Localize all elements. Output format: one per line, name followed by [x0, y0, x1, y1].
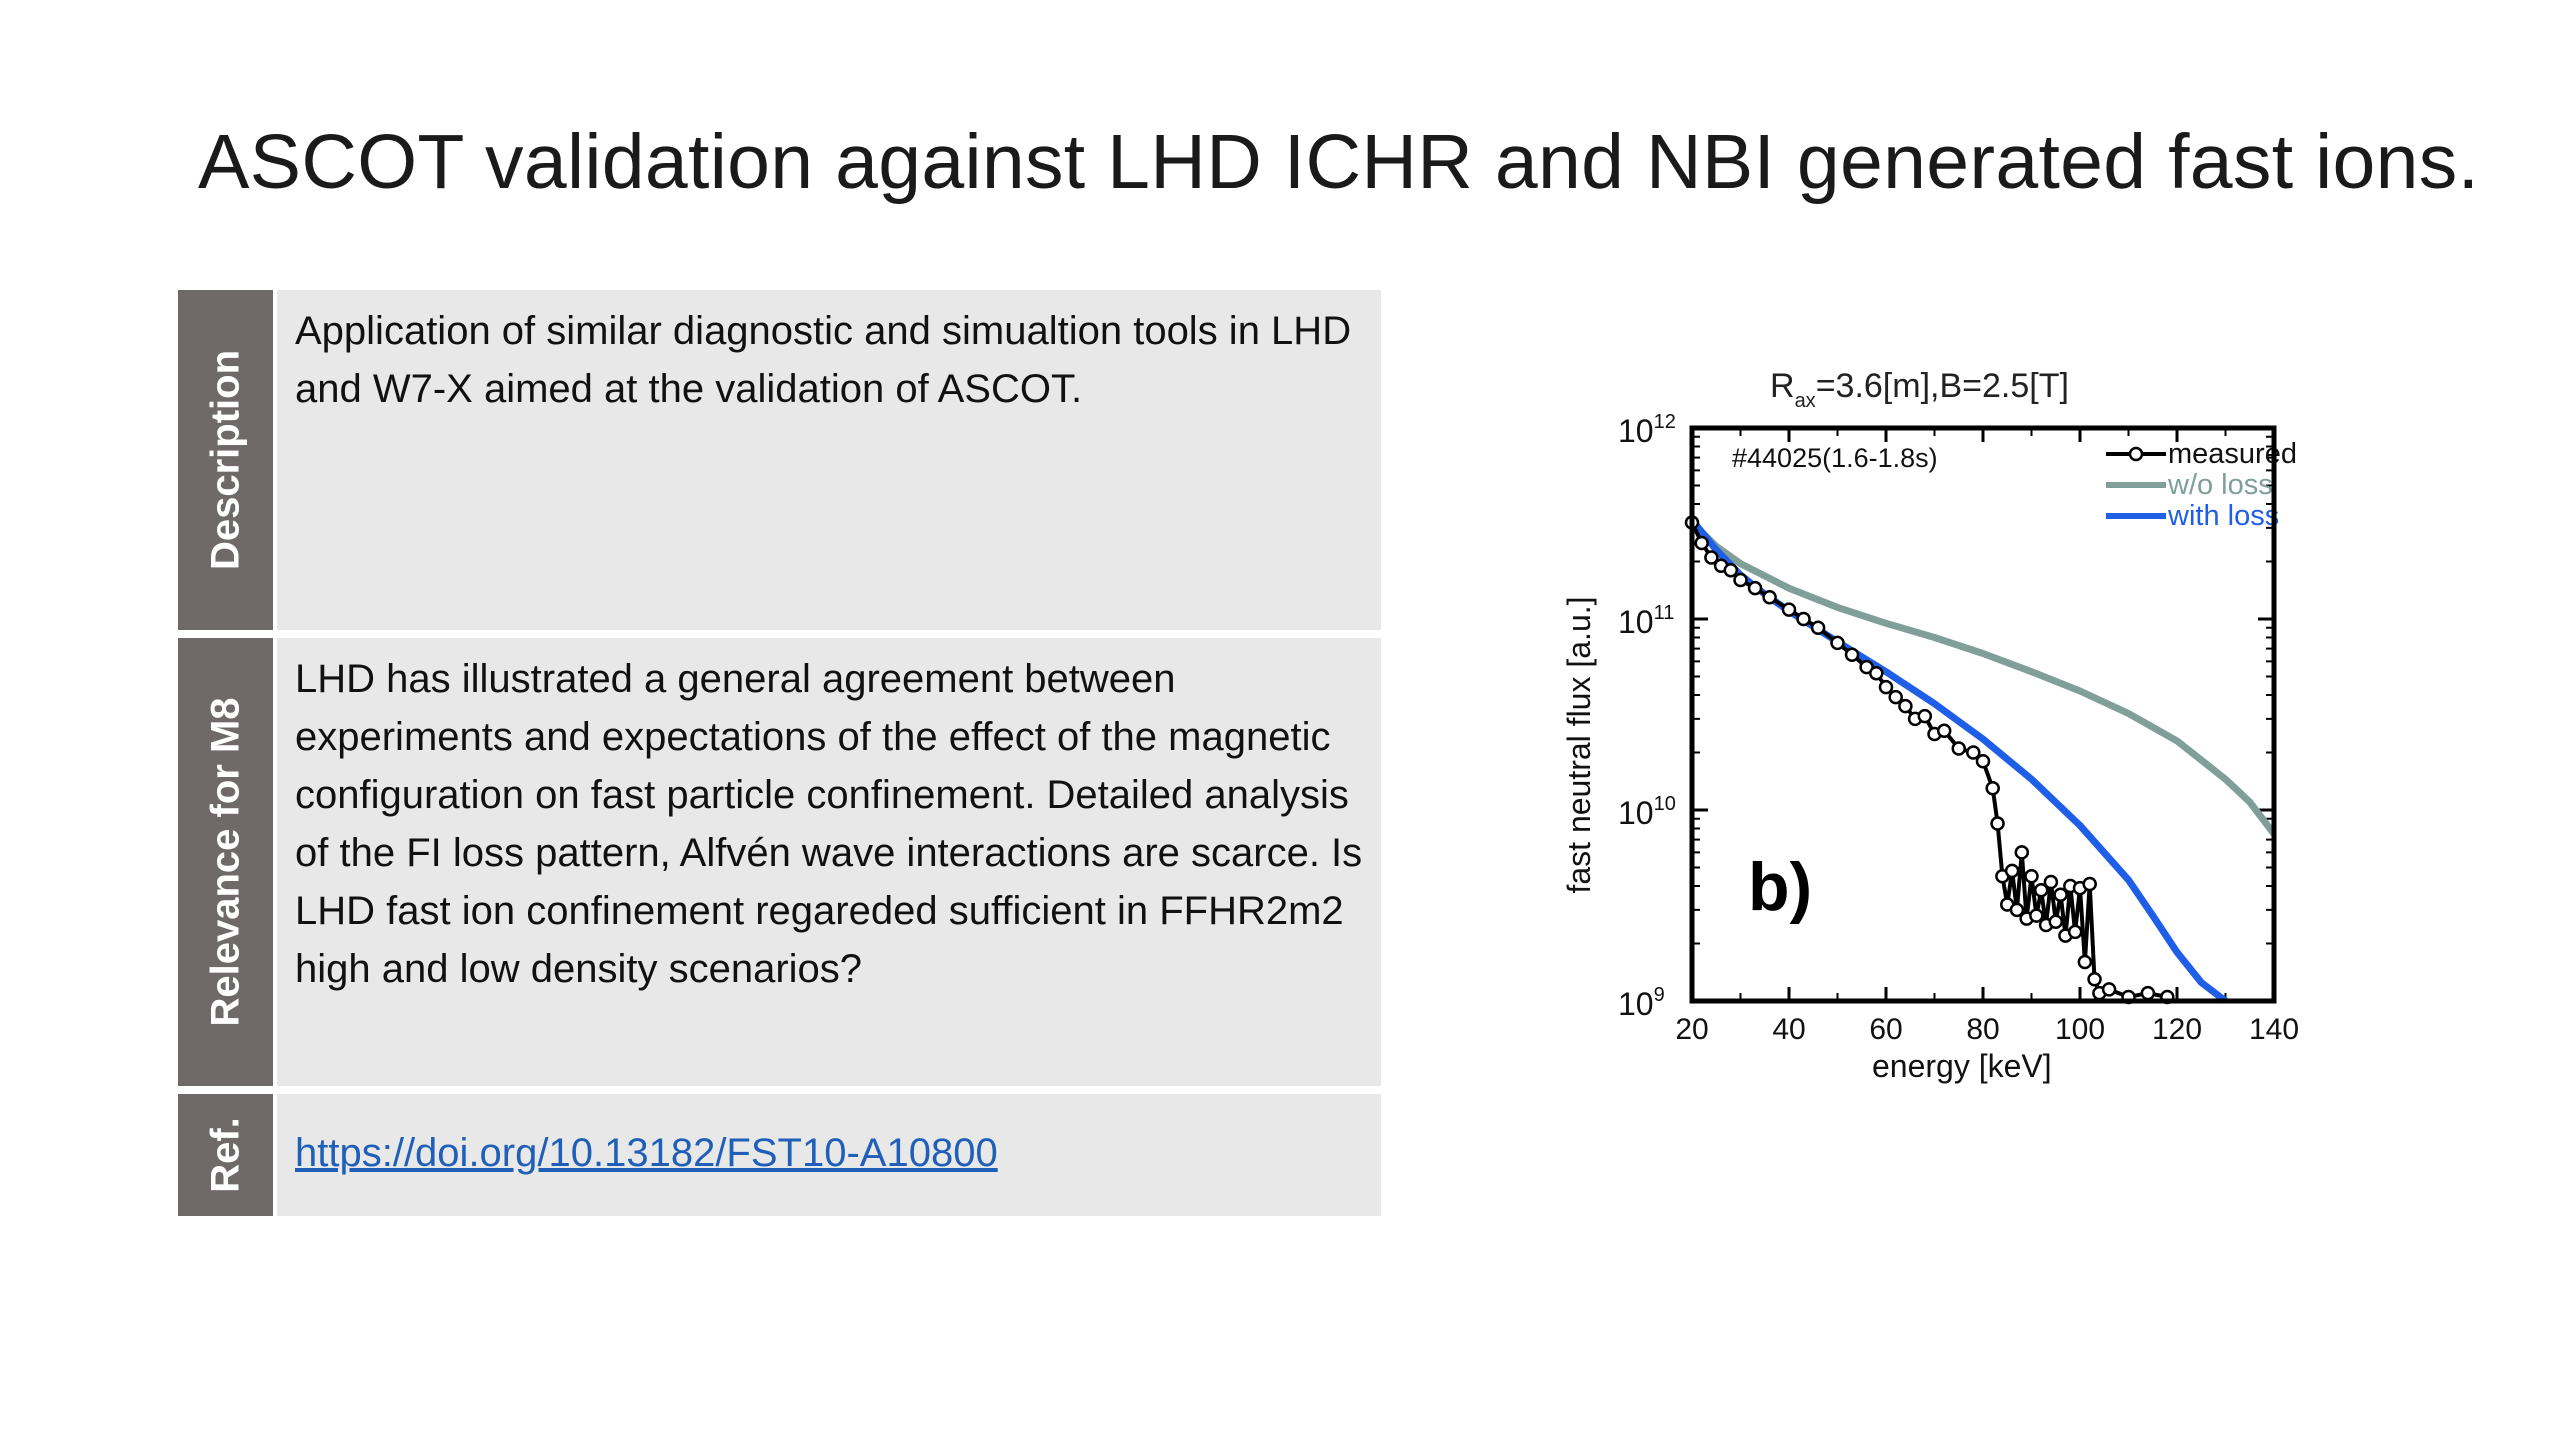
y-tick-label: 1012	[1618, 411, 1676, 449]
row-label-cell: Ref.	[178, 1094, 273, 1216]
legend-marker	[2128, 446, 2144, 462]
row-body-cell: Application of similar diagnostic and si…	[277, 290, 1381, 630]
legend-label: with loss	[2167, 500, 2279, 532]
series-line-measured	[1690, 521, 2168, 999]
measured-point	[1781, 602, 1797, 617]
slide-title: ASCOT validation against LHD ICHR and NB…	[198, 119, 2480, 205]
measured-point	[1747, 580, 1763, 596]
measured-point	[1810, 620, 1826, 635]
row-label-relevance: Relevance for M8	[203, 697, 247, 1027]
measured-point	[1990, 816, 2005, 831]
measured-point	[1917, 708, 1933, 724]
measured-point	[1796, 611, 1811, 627]
x-tick-label: 100	[2055, 1013, 2105, 1046]
plot-frame	[1689, 425, 2277, 1004]
measured-point	[1898, 698, 1913, 714]
measured-point	[1985, 780, 2000, 796]
measured-point	[2082, 876, 2097, 892]
measured-point	[1975, 753, 1991, 769]
chart-title: Rax=3.6[m],B=2.5[T]	[1770, 367, 2069, 412]
measured-point	[2048, 914, 2063, 929]
row-label-cell: Relevance for M8	[178, 638, 273, 1086]
row-relevance: Relevance for M8 LHD has illustrated a g…	[178, 638, 1381, 1086]
measured-point	[2009, 902, 2025, 918]
measured-point	[2014, 845, 2030, 860]
measured-point	[2140, 985, 2156, 1001]
measured-point	[1694, 535, 1709, 551]
row-description: Description Application of similar diagn…	[178, 290, 1381, 630]
measured-point	[2087, 971, 2102, 987]
row-body-cell: https://doi.org/10.13182/FST10-A10800	[277, 1094, 1381, 1216]
measured-point	[1762, 589, 1777, 605]
chart-container: 20 40 60 80 100 120 140 1012 1011 1010 109 Rax=3.6…	[1540, 345, 2340, 1105]
x-tick-label: 40	[1772, 1013, 1805, 1046]
measured-point	[2053, 887, 2068, 902]
measured-point	[2043, 874, 2059, 890]
description-text: Application of similar diagnostic and si…	[295, 309, 1352, 411]
y-axis-label: fast neutral flux [a.u.]	[1561, 596, 1597, 893]
panel-label: b)	[1748, 849, 1812, 925]
measured-point	[2101, 982, 2117, 997]
measured-point	[1869, 665, 1884, 681]
x-tick-label: 60	[1869, 1013, 1902, 1046]
measured-point	[1704, 550, 1719, 565]
x-axis-label: energy [keV]	[1872, 1048, 2052, 1084]
measured-point	[1723, 562, 1739, 578]
row-label-ref: Ref.	[203, 1117, 247, 1193]
row-label-description: Description	[203, 349, 247, 571]
measured-point	[1830, 635, 1845, 651]
x-tick-label: 120	[2152, 1013, 2202, 1046]
y-tick-label: 109	[1618, 984, 1665, 1022]
series-line-w-o-loss	[1689, 520, 2277, 837]
measured-point	[1888, 689, 1903, 705]
measured-point	[2029, 908, 2044, 923]
row-ref: Ref. https://doi.org/10.13182/FST10-A108…	[178, 1094, 1381, 1216]
legend-label: measured	[2168, 438, 2297, 470]
measured-point	[2004, 863, 2020, 879]
y-tick-label: 1011	[1618, 602, 1674, 640]
measured-point	[2077, 954, 2093, 970]
x-tick-label: 140	[2249, 1013, 2299, 1046]
x-tick-label: 80	[1966, 1013, 1999, 1046]
measured-point	[1733, 572, 1748, 588]
chart-annotation: #44025(1.6-1.8s)	[1732, 443, 1938, 473]
measured-point	[1844, 647, 1860, 662]
ref-text: https://doi.org/10.13182/FST10-A10800	[295, 1124, 1365, 1182]
relevance-text: LHD has illustrated a general agreement …	[295, 657, 1363, 991]
measured-point	[1966, 745, 1981, 760]
measured-point	[1951, 741, 1966, 756]
row-body-cell: LHD has illustrated a general agreement …	[277, 638, 1381, 1086]
measured-point	[2033, 883, 2049, 898]
flux-chart: 20 40 60 80 100 120 140 1012 1011 1010 109 Rax=3.6…	[1561, 367, 2299, 1084]
row-label-cell: Description	[178, 290, 273, 630]
measured-point	[1878, 679, 1894, 695]
measured-point	[1936, 723, 1952, 738]
reference-link[interactable]: https://doi.org/10.13182/FST10-A10800	[295, 1131, 998, 1175]
measured-point	[2067, 924, 2083, 940]
y-tick-label: 1010	[1618, 793, 1676, 831]
x-tick-label: 20	[1675, 1013, 1708, 1046]
legend-label: w/o loss	[2167, 469, 2273, 501]
measured-point	[2024, 868, 2039, 884]
